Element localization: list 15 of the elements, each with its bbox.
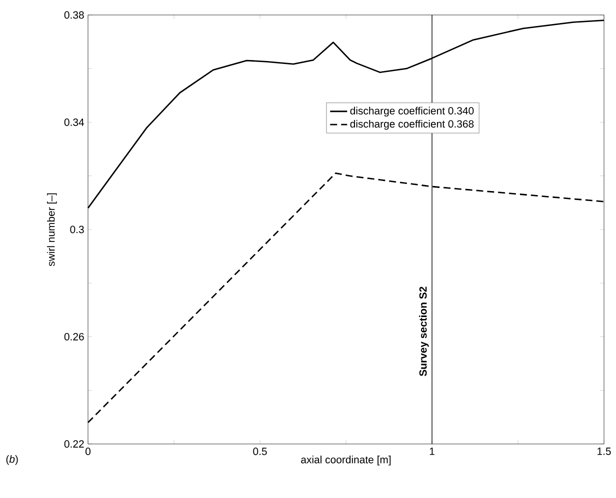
y-tick-label: 0.38 xyxy=(64,11,84,19)
x-axis-title: axial coordinate [m] xyxy=(301,456,391,466)
legend-label: discharge coefficient 0.340 xyxy=(350,106,474,117)
ref-line-label: Survey section S2 xyxy=(419,286,429,376)
x-tick-label: 0 xyxy=(86,448,91,456)
y-tick-label: 0.3 xyxy=(70,226,84,234)
text: (b) xyxy=(6,455,18,465)
legend-label: discharge coefficient 0.368 xyxy=(350,120,474,130)
x-tick-label: 0.5 xyxy=(253,448,267,456)
y-tick-label: 0.22 xyxy=(64,440,84,448)
y-tick-label: 0.26 xyxy=(64,333,84,340)
y-axis-title: swirl number [–] xyxy=(47,193,57,266)
y-tick-label: 0.34 xyxy=(64,118,84,126)
x-tick-label: 1.5 xyxy=(598,448,611,455)
x-tick-label: 1 xyxy=(430,448,434,455)
